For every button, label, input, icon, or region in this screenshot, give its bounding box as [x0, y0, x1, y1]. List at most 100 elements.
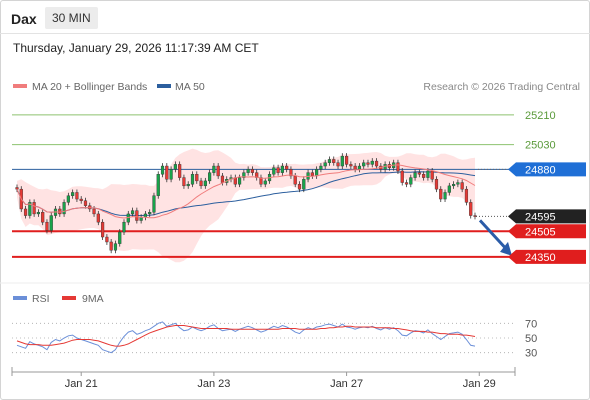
candle-body [173, 164, 177, 170]
candle-body [344, 155, 349, 165]
candle [452, 181, 456, 189]
candle-body [443, 192, 447, 200]
candle-body [28, 202, 32, 216]
candle-body [332, 159, 336, 163]
candle-body [349, 164, 353, 167]
legend-swatch-rsi [13, 296, 27, 300]
candle-body [357, 165, 362, 170]
candle [434, 176, 439, 193]
candle [105, 234, 109, 245]
candle-body [139, 217, 143, 221]
candle-body [370, 160, 374, 165]
candle [152, 192, 156, 216]
candle-body [315, 169, 319, 177]
candle-body [404, 182, 409, 185]
candle-body [336, 162, 340, 167]
candle [28, 199, 32, 219]
candle [366, 159, 370, 168]
candle-body [285, 165, 289, 170]
legend-swatch-rsi-ma [62, 296, 76, 300]
candle [242, 169, 246, 181]
x-tick-label: Jan 29 [463, 378, 496, 390]
candle-body [417, 172, 421, 175]
candle [165, 163, 169, 183]
ma20-line [16, 164, 476, 219]
candle-body [195, 174, 199, 182]
legend-label-ma50: MA 50 [175, 81, 205, 93]
candle [422, 171, 426, 181]
timeframe-button[interactable]: 30 MIN [45, 7, 98, 29]
candle [113, 240, 118, 254]
support-label-box-24350 [508, 249, 586, 264]
bollinger-band-group [17, 148, 475, 263]
candle [79, 196, 83, 204]
candle [417, 169, 421, 178]
candle [186, 181, 190, 189]
candle [473, 212, 477, 220]
candle-body [71, 192, 75, 196]
candle-body [409, 177, 413, 185]
x-axis-group: Jan 21 Jan 23 Jan 27 Jan 29 [11, 367, 516, 390]
candle-body [400, 170, 404, 183]
bollinger-band [17, 148, 475, 263]
candle-body [178, 164, 182, 178]
candle-body [327, 159, 332, 163]
candle [83, 197, 88, 209]
candle-body [208, 172, 212, 182]
candle-body [212, 165, 216, 173]
candle-body [62, 202, 66, 215]
candle-body [340, 155, 344, 167]
candle-body [96, 213, 100, 223]
x-tick-label: Jan 21 [65, 378, 98, 390]
candle-body [310, 172, 314, 177]
current-price-label: 24595 [525, 211, 556, 223]
candle [250, 166, 255, 176]
candle-body [169, 169, 173, 180]
candle [400, 168, 404, 186]
candle [109, 239, 113, 254]
candle-body [289, 169, 293, 177]
candle [456, 179, 460, 188]
candle-body [452, 183, 456, 187]
candle-body [246, 169, 250, 173]
candle-body [156, 174, 160, 196]
candle [178, 161, 182, 181]
candle-body [165, 165, 169, 180]
candle [122, 219, 126, 236]
candle [96, 210, 100, 226]
candle [319, 163, 323, 173]
candle-body [430, 170, 434, 180]
candle-body [293, 175, 297, 185]
candle-body [49, 215, 53, 231]
candle-body [186, 183, 190, 187]
candle-body [23, 208, 28, 216]
candle-body [439, 188, 443, 200]
candle [212, 163, 216, 176]
rsi-group: 70 50 30 [12, 318, 537, 360]
x-tick-label: Jan 27 [330, 378, 363, 390]
candle [199, 177, 203, 189]
candle-body [83, 200, 88, 206]
copyright-label: Research © 2026 Trading Central [423, 81, 580, 93]
candle-body [113, 243, 118, 251]
candle [71, 189, 75, 199]
candle-body [250, 169, 255, 173]
candle [272, 164, 276, 178]
candle-body [32, 202, 36, 215]
candle [195, 171, 199, 184]
candle-body [182, 177, 186, 187]
candle-body [216, 165, 220, 177]
price-levels-group [12, 114, 514, 258]
candle [404, 179, 409, 188]
candle-body [242, 172, 246, 178]
rsi-tick-70: 70 [525, 318, 537, 330]
candle [374, 158, 379, 170]
candle [66, 192, 70, 206]
candle [327, 156, 332, 166]
candle-body [160, 165, 165, 175]
candle [439, 186, 443, 203]
legend-label-rsi-ma: 9MA [82, 293, 104, 305]
resistance-label-25030: 25030 [525, 140, 556, 152]
candle-body [353, 165, 357, 170]
candle [246, 166, 250, 176]
